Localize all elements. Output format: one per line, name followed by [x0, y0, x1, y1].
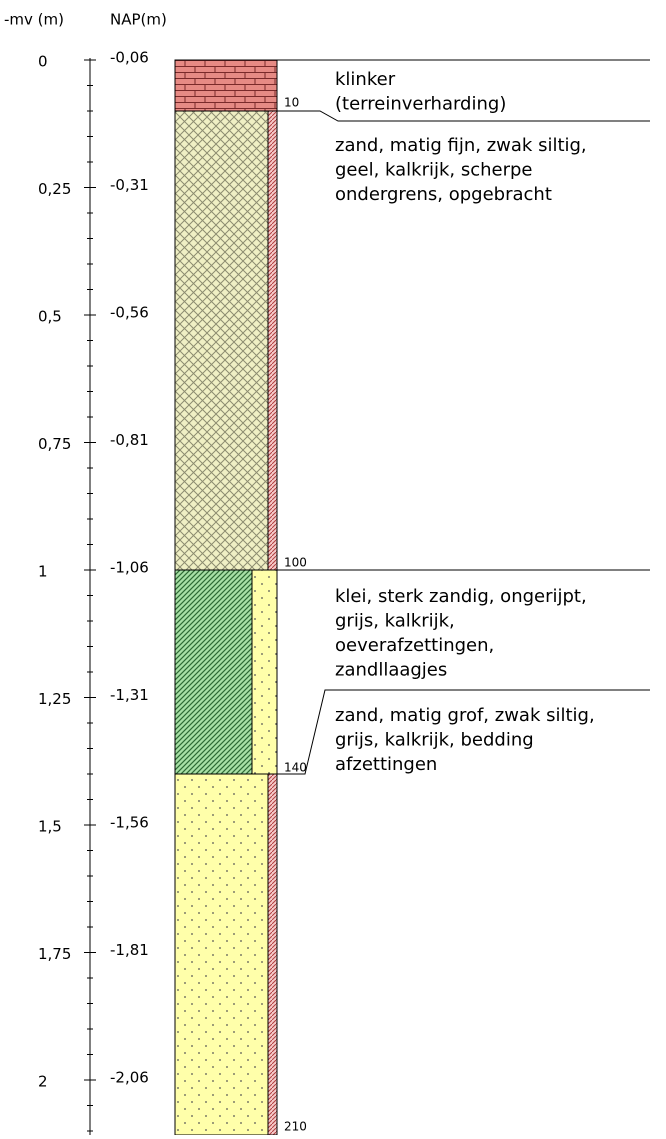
depth-label: 2	[38, 1073, 48, 1091]
depth-label: 0,75	[38, 435, 71, 453]
layer-description: klinker	[335, 69, 396, 90]
layer-zand-grof	[175, 774, 268, 1135]
layer-bottom: 100	[284, 556, 307, 570]
nap-label: -1,31	[110, 686, 149, 704]
depth-label: 1,5	[38, 818, 62, 836]
layer-strip	[268, 774, 277, 1135]
layer-klei	[175, 570, 252, 774]
layer-description: geel, kalkrijk, scherpe	[335, 160, 533, 181]
layer-bottom: 210	[284, 1120, 307, 1134]
nap-label: -0,31	[110, 176, 149, 194]
layer-description: ondergrens, opgebracht	[335, 184, 552, 205]
depth-label: 1,75	[38, 945, 71, 963]
layer-klinker	[175, 60, 277, 111]
layer-klei-sand	[252, 570, 277, 774]
layer-zand-fijn	[175, 111, 268, 570]
borehole-log: -mv (m) NAP(m) 10 100 140 210 0 -0,06 0,25…	[0, 0, 666, 1135]
layer-description: grijs, kalkrijk,	[335, 611, 455, 632]
depth-label: 0	[38, 53, 48, 71]
nap-label: -0,81	[110, 431, 149, 449]
nap-label: -1,06	[110, 559, 149, 577]
depth-header: -mv (m)	[4, 11, 64, 29]
layer-description: zand, matig grof, zwak siltig,	[335, 705, 595, 726]
layer-description: afzettingen	[335, 754, 437, 775]
layer-description: zandllaagjes	[335, 660, 447, 681]
layer-description: grijs, kalkrijk, bedding	[335, 730, 534, 751]
depth-label: 1	[38, 563, 48, 581]
layer-bottom: 10	[284, 96, 299, 110]
depth-label: 1,25	[38, 690, 71, 708]
nap-label: -1,56	[110, 814, 149, 832]
nap-label: -0,06	[110, 49, 149, 67]
depth-label: 0,5	[38, 308, 62, 326]
layer-description: oeverafzettingen,	[335, 635, 494, 656]
layer-description: klei, sterk zandig, ongerijpt,	[335, 586, 587, 607]
nap-header: NAP(m)	[110, 11, 167, 29]
nap-label: -2,06	[110, 1069, 149, 1087]
nap-label: -0,56	[110, 304, 149, 322]
layer-description: zand, matig fijn, zwak siltig,	[335, 135, 587, 156]
layer-strip	[268, 111, 277, 570]
layer-description: (terreinverharding)	[335, 94, 506, 115]
depth-label: 0,25	[38, 180, 71, 198]
nap-label: -1,81	[110, 941, 149, 959]
layer-bottom: 140	[284, 761, 307, 775]
